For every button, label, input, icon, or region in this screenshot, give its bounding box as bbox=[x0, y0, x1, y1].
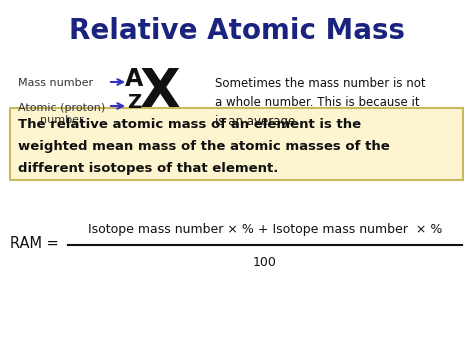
Text: different isotopes of that element.: different isotopes of that element. bbox=[18, 162, 278, 175]
Text: Atomic (proton)
number: Atomic (proton) number bbox=[18, 103, 105, 125]
Text: The relative atomic mass of an element is the: The relative atomic mass of an element i… bbox=[18, 118, 361, 131]
Text: Relative Atomic Mass: Relative Atomic Mass bbox=[69, 17, 405, 45]
FancyBboxPatch shape bbox=[10, 108, 463, 180]
Text: A: A bbox=[125, 67, 143, 91]
Text: X: X bbox=[140, 66, 180, 118]
Text: Z: Z bbox=[127, 93, 141, 111]
Text: RAM =: RAM = bbox=[10, 235, 59, 251]
Text: Isotope mass number × % + Isotope mass number  × %: Isotope mass number × % + Isotope mass n… bbox=[88, 223, 442, 235]
Text: Mass number: Mass number bbox=[18, 78, 93, 88]
Text: weighted mean mass of the atomic masses of the: weighted mean mass of the atomic masses … bbox=[18, 140, 390, 153]
Text: 100: 100 bbox=[253, 257, 277, 269]
Text: Sometimes the mass number is not
a whole number. This is because it
is an averag: Sometimes the mass number is not a whole… bbox=[215, 77, 426, 128]
